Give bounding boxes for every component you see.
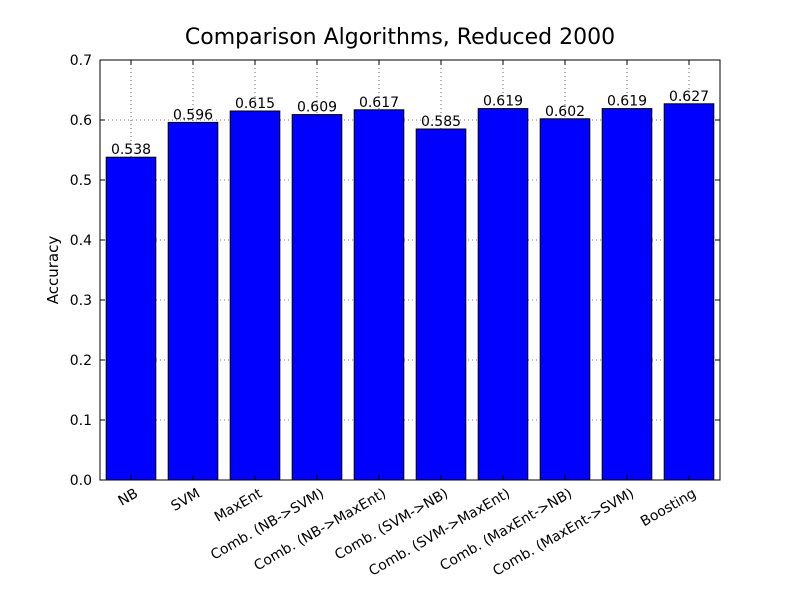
plot-frame xyxy=(99,59,721,481)
bar xyxy=(415,128,467,481)
y-tick-label: 0.7 xyxy=(70,53,92,69)
chart-title: Comparison Algorithms, Reduced 2000 xyxy=(185,25,615,50)
y-tick-labels: 0.0 0.1 0.2 0.3 0.4 0.5 0.6 0.7 xyxy=(70,53,92,489)
data-label: 0.602 xyxy=(545,104,585,120)
bar xyxy=(663,103,715,481)
data-label: 0.609 xyxy=(297,100,337,116)
bar xyxy=(601,108,653,481)
bar xyxy=(167,121,219,481)
x-tick-label: Boosting xyxy=(638,486,699,530)
y-axis-label: Accuracy xyxy=(44,236,62,305)
y-tick-label: 0.2 xyxy=(70,353,92,369)
data-label: 0.615 xyxy=(235,96,275,112)
bar xyxy=(229,110,281,481)
data-label: 0.617 xyxy=(359,95,399,111)
y-tick-label: 0.6 xyxy=(70,113,92,129)
value-labels: 0.538 0.596 0.615 0.609 0.617 0.585 0.619 0.602… xyxy=(111,89,709,158)
bar xyxy=(539,118,591,481)
y-tick-label: 0.3 xyxy=(70,293,92,309)
y-tick-label: 0.1 xyxy=(70,413,92,429)
bars xyxy=(105,103,715,481)
y-tick-label: 0.0 xyxy=(70,473,92,489)
axis-ticks xyxy=(100,59,720,481)
data-label: 0.619 xyxy=(483,94,523,110)
bar xyxy=(291,114,343,481)
data-label: 0.627 xyxy=(669,89,709,105)
bar xyxy=(353,109,405,481)
data-label: 0.538 xyxy=(111,142,151,158)
data-label: 0.585 xyxy=(421,114,461,130)
y-tick-label: 0.4 xyxy=(70,233,92,249)
data-label: 0.596 xyxy=(173,107,213,123)
y-tick-label: 0.5 xyxy=(70,173,92,189)
data-label: 0.619 xyxy=(607,94,647,110)
bar xyxy=(105,156,157,481)
x-tick-label: SVM xyxy=(169,486,203,515)
x-tick-label: MaxEnt xyxy=(212,485,266,525)
bar xyxy=(477,108,529,481)
x-tick-label: NB xyxy=(116,486,141,510)
